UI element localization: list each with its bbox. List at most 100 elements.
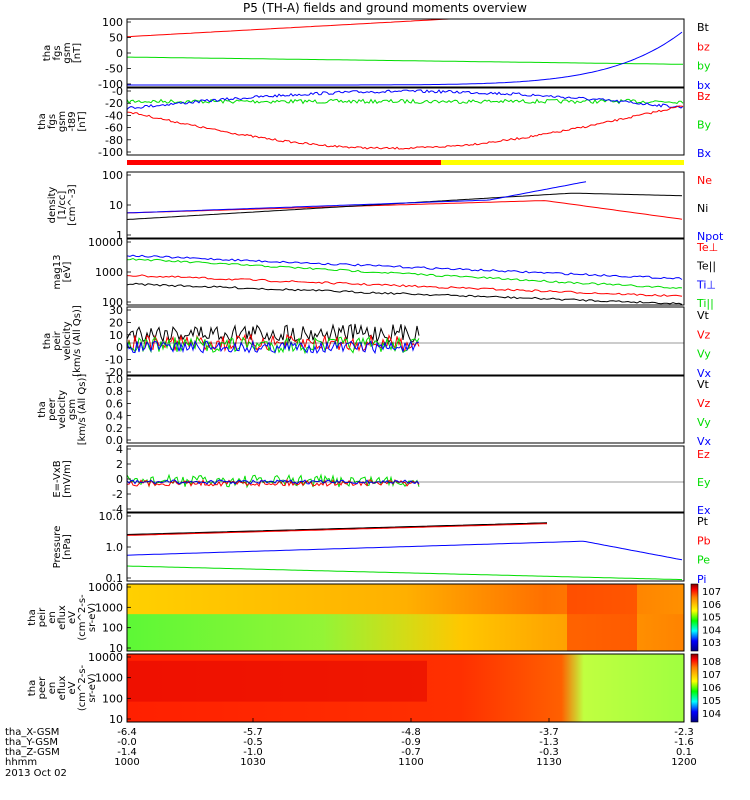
panel-peer-eflux: 108 107 106 105 104 10000 1000 100 10 thapeerenef…	[27, 651, 721, 726]
x-tick-label: 1130	[536, 757, 561, 768]
colorbar-tick-label: 105	[702, 696, 721, 707]
x-tick-label: -0.0	[117, 737, 137, 748]
y-tick-label: -100	[98, 78, 123, 91]
series-group	[127, 522, 683, 581]
series-group	[127, 254, 683, 305]
panel-fgs-t89: -0-20-40-60-80-100 thafgsgsm-t89[nT] Bz By B…	[37, 85, 712, 160]
y-tick-label: 1000	[95, 672, 123, 685]
panel-frame	[126, 18, 685, 88]
series-line-ey	[127, 473, 420, 489]
x-tick-label: -1.4	[117, 747, 137, 758]
legend-entry: Ex	[697, 504, 711, 517]
legend-entry: Te⊥	[696, 241, 718, 254]
spectrogram-core	[127, 660, 427, 702]
legend-entry: Bz	[697, 90, 711, 103]
series-line-vt	[127, 323, 420, 344]
series-line-npot	[127, 181, 587, 214]
series-line-pt	[127, 522, 548, 536]
y-tick-label: -10	[105, 354, 123, 367]
series-line-bz	[127, 105, 684, 150]
status-bar	[127, 160, 684, 165]
y-tick-label: 1.0	[106, 373, 124, 386]
colorbar-tick-label: 106	[702, 600, 721, 611]
x-tick-label: -6.4	[117, 727, 137, 738]
legend-entry: Te||	[696, 260, 716, 273]
spectrogram-peak	[567, 584, 637, 651]
series-line-ti-par	[127, 257, 683, 289]
y-tick-label: 1.0	[106, 541, 124, 554]
colorbar	[690, 653, 699, 723]
y-tick-label: 0	[116, 473, 123, 486]
y-tick-label: -40	[105, 109, 123, 122]
y-axis-label: density[1/cc][cm^-3]	[47, 184, 78, 225]
y-tick-label: 0.6	[106, 397, 124, 410]
y-tick-label: -20	[105, 366, 123, 379]
series-line-ne	[127, 200, 683, 220]
y-tick-label: 10	[109, 713, 123, 726]
legend-entry: bx	[697, 79, 711, 92]
y-tick-label: 30	[109, 304, 123, 317]
series-line-vy	[127, 335, 420, 355]
series-line-te-par	[127, 282, 683, 305]
series-line-te-perp	[127, 274, 683, 297]
status-bar-yellow	[441, 160, 684, 165]
series-line-bx	[127, 31, 683, 86]
colorbar-tick-label: 103	[702, 638, 721, 649]
legend-entry: Pi	[697, 573, 706, 586]
x-tick-label: -0.7	[401, 747, 421, 758]
legend-entry: Vy	[697, 348, 711, 361]
panel-peer-velocity: 1.00.80.60.40.20.0 thapeervelocitygsm[km/…	[37, 373, 712, 448]
panel-e-vxb: 4 2 0 -2 -4 E=-VxB[mV/m] Ez Ey Ex	[52, 443, 711, 517]
series-group	[127, 323, 420, 355]
y-axis-label: thapeervelocitygsm[km/s (All Qs)]	[37, 374, 88, 446]
y-axis-label: thafgsgsm-t89[nT]	[37, 111, 88, 132]
y-tick-label: 0	[116, 47, 123, 60]
series-line-vz	[127, 333, 420, 352]
date-label: 2013 Oct 02	[5, 768, 67, 779]
panel-frame	[126, 583, 685, 652]
series-line-ni	[127, 192, 683, 220]
y-tick-label: 10	[109, 329, 123, 342]
y-tick-label: 10000	[88, 651, 123, 664]
legend-entry: Ti⊥	[696, 278, 716, 291]
legend-entry: Bt	[697, 21, 710, 34]
y-tick-label: 1	[116, 229, 123, 242]
legend-entry: by	[697, 60, 711, 73]
y-tick-label: 10000	[88, 236, 123, 249]
series-line-pi	[127, 540, 683, 561]
figure-title: P5 (TH-A) fields and ground moments over…	[243, 1, 527, 15]
x-tick-label: -1.0	[243, 747, 263, 758]
legend-entry: By	[697, 119, 712, 132]
panel-frame	[126, 306, 685, 376]
colorbar-tick-label: 108	[702, 657, 721, 668]
legend-entry: bz	[697, 40, 710, 53]
x-tick-label: -5.7	[243, 727, 263, 738]
y-tick-label: 0.2	[106, 422, 124, 435]
x-tick-label: -0.3	[539, 747, 559, 758]
y-tick-label: -2	[112, 488, 123, 501]
y-axis-label: thapeirvelocity[km/s (All Qs)]	[42, 305, 83, 377]
y-tick-label: 0	[116, 341, 123, 354]
colorbar-tick-label: 105	[702, 613, 721, 624]
series-group	[127, 181, 683, 220]
y-tick-label: -50	[105, 63, 123, 76]
series-line-bz	[127, 19, 458, 38]
y-tick-label: -4	[112, 503, 123, 516]
y-tick-label: 10000	[88, 581, 123, 594]
y-tick-label: 100	[102, 16, 123, 29]
legend-entry: Pe	[697, 554, 710, 567]
y-tick-label: -20	[105, 97, 123, 110]
y-tick-label: 100	[102, 169, 123, 182]
x-tick-label: 1000	[114, 757, 139, 768]
x-tick-label: 1030	[240, 757, 265, 768]
legend-entry: Vz	[697, 397, 711, 410]
y-tick-label: 100	[102, 692, 123, 705]
series-line-ti-perp	[127, 254, 683, 280]
panel-fgs: 100 50 0 -50 -100 thafgsgsm[nT] Bt bz by bx	[42, 16, 711, 92]
y-tick-label: 4	[116, 443, 123, 456]
y-tick-label: -0	[112, 85, 123, 98]
panel-frame	[126, 87, 685, 156]
series-line-ex	[127, 479, 420, 485]
